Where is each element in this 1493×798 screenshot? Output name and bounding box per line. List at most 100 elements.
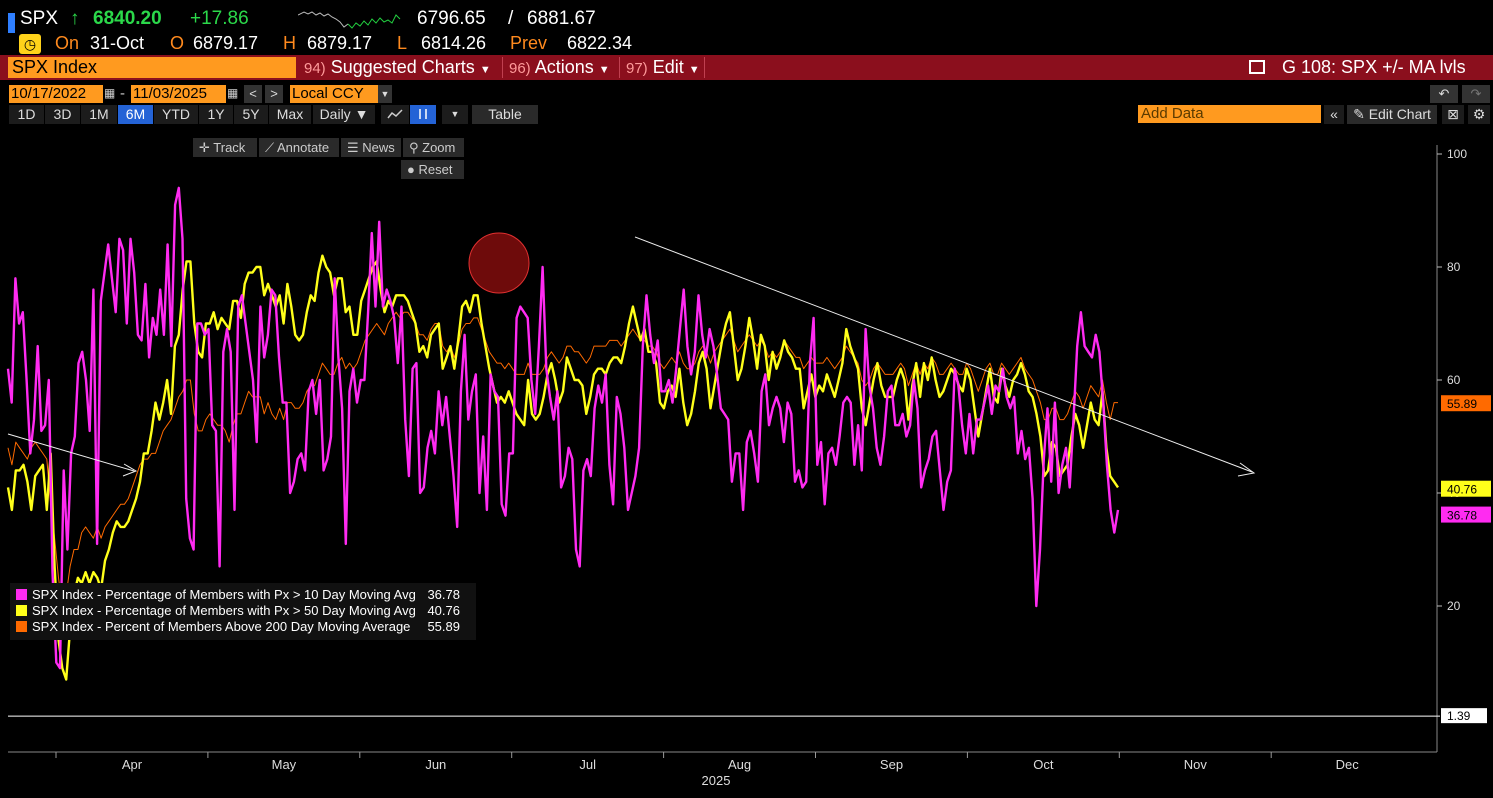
badge-200day-bg: [1441, 395, 1491, 412]
news-icon: ☰: [347, 140, 363, 155]
chevron-down-icon: ▼: [688, 64, 700, 76]
menu-divider: [502, 57, 503, 78]
security-flag-icon: [8, 13, 15, 33]
date-controls: 10/17/2022 ▦ - 11/03/2025 ▦ < > Local CC…: [0, 85, 1493, 105]
bar-chart-icon[interactable]: [410, 105, 436, 124]
edit-label: Edit: [652, 57, 684, 77]
period-1m[interactable]: 1M: [81, 105, 117, 124]
frequency-select[interactable]: Daily ▼: [313, 105, 375, 124]
actions-label: Actions: [534, 57, 594, 77]
low-value: 6814.26: [421, 33, 487, 53]
on-date: 31-Oct: [90, 33, 145, 53]
reset-tool[interactable]: ● Reset: [401, 160, 464, 179]
period-6m[interactable]: 6M: [118, 105, 153, 124]
edit-chart-button[interactable]: ✎ Edit Chart: [1347, 105, 1437, 124]
suggested-charts-label: Suggested Charts: [330, 57, 475, 77]
edit-chart-label: Edit Chart: [1368, 106, 1431, 122]
x-tick-label: Jun: [425, 757, 446, 772]
prev-period-button[interactable]: <: [244, 85, 262, 103]
open-label: O: [170, 33, 185, 53]
y-tick-label: 80: [1447, 260, 1461, 274]
reset-icon: ●: [407, 162, 419, 177]
prev-value: 6822.34: [567, 33, 633, 53]
legend-label: SPX Index - Percent of Members Above 200…: [32, 619, 411, 634]
ohlc-row: On 31-Oct O 6879.17 H 6879.17 L 6814.26 …: [0, 33, 1493, 55]
track-tool[interactable]: ✛ Track: [193, 138, 257, 157]
day-high: 6881.67: [527, 8, 596, 29]
launch-icon: [1249, 60, 1265, 74]
news-tool[interactable]: ☰ News: [341, 138, 401, 157]
add-data-input[interactable]: Add Data: [1138, 105, 1321, 123]
suggested-charts-menu[interactable]: 94) Suggested Charts ▼: [304, 57, 491, 78]
line-chart-icon[interactable]: [381, 105, 409, 124]
x-tick-label: Oct: [1033, 757, 1054, 772]
on-label: On: [55, 33, 80, 53]
legend-swatch: [16, 605, 27, 616]
chevron-down-icon[interactable]: ▼: [378, 85, 392, 103]
menu-divider: [704, 57, 705, 78]
legend-swatch: [16, 589, 27, 600]
badge-50day: 40.76: [1447, 483, 1477, 497]
pencil-icon: ✎: [1353, 106, 1365, 122]
open-value: 6879.17: [193, 33, 259, 53]
undo-icon[interactable]: ↶: [1430, 85, 1458, 103]
currency-select[interactable]: Local CCY: [290, 85, 378, 103]
calendar-icon[interactable]: ▦: [104, 86, 116, 100]
table-button[interactable]: Table: [472, 105, 538, 124]
security-input[interactable]: SPX Index: [8, 57, 296, 78]
badge-baseline-bg: [1441, 708, 1487, 724]
ticker-symbol[interactable]: SPX: [20, 8, 59, 29]
legend-value: 55.89: [427, 619, 460, 634]
zoom-tool[interactable]: ⚲ Zoom: [403, 138, 464, 157]
period-3d[interactable]: 3D: [45, 105, 80, 124]
legend-entry-200day[interactable]: SPX Index - Percent of Members Above 200…: [16, 619, 468, 635]
x-tick-label: Dec: [1336, 757, 1360, 772]
y-tick-label: 20: [1447, 599, 1461, 613]
legend-entry-10day[interactable]: SPX Index - Percentage of Members with P…: [16, 587, 468, 603]
start-date-input[interactable]: 10/17/2022: [9, 85, 103, 103]
next-period-button[interactable]: >: [265, 85, 283, 103]
calendar-icon[interactable]: ▦: [227, 86, 239, 100]
x-tick-label: Apr: [122, 757, 143, 772]
legend-label: SPX Index - Percentage of Members with P…: [32, 603, 416, 618]
x-tick-label: Sep: [880, 757, 903, 772]
chart-title-link[interactable]: G 108: SPX +/- MA lvls: [1249, 57, 1466, 78]
edit-number: 97): [626, 60, 648, 77]
menu-bar: SPX Index 94) Suggested Charts ▼ 96) Act…: [0, 55, 1493, 80]
edit-menu[interactable]: 97) Edit ▼: [626, 57, 700, 78]
chevron-down-icon[interactable]: ▼: [442, 105, 468, 124]
trend-line-left: [7, 433, 135, 472]
prev-label: Prev: [510, 33, 548, 53]
menu-divider: [619, 57, 620, 78]
legend-value: 40.76: [427, 603, 460, 618]
period-max[interactable]: Max: [269, 105, 311, 124]
series-line-0: [6, 186, 1120, 670]
clock-icon[interactable]: ◷: [19, 34, 41, 54]
chart-canvas[interactable]: 20406080100AprMayJunJulAugSepOctNovDec20…: [0, 125, 1493, 798]
legend-entry-50day[interactable]: SPX Index - Percentage of Members with P…: [16, 603, 468, 619]
date-dash: -: [120, 85, 125, 102]
low-label: L: [397, 33, 408, 53]
y-tick-label: 100: [1447, 147, 1467, 161]
x-tick-label: Jul: [579, 757, 596, 772]
arrow-head-icon: [122, 463, 138, 477]
pencil-icon: ⟋: [265, 140, 277, 155]
gear-icon[interactable]: ⚙: [1468, 105, 1490, 124]
legend-value: 36.78: [427, 587, 460, 602]
period-1d[interactable]: 1D: [9, 105, 44, 124]
end-date-input[interactable]: 11/03/2025: [131, 85, 226, 103]
ticker-row: SPX ↑ 6840.20 +17.86 6796.65 / 6881.67: [0, 5, 1493, 33]
badge-50day-bg: [1441, 480, 1491, 497]
period-1y[interactable]: 1Y: [199, 105, 233, 124]
period-ytd[interactable]: YTD: [154, 105, 198, 124]
actions-menu[interactable]: 96) Actions ▼: [509, 57, 610, 78]
collapse-icon[interactable]: «: [1324, 105, 1344, 124]
period-5y[interactable]: 5Y: [234, 105, 268, 124]
intraday-sparkline: [298, 11, 401, 29]
chart-settings-icon[interactable]: ⊠: [1442, 105, 1464, 124]
redo-icon[interactable]: ↷: [1462, 85, 1490, 103]
annotate-label: Annotate: [277, 140, 330, 155]
badge-200day: 55.89: [1447, 397, 1477, 411]
annotate-tool[interactable]: ⟋ Annotate: [259, 138, 339, 157]
trend-line-right: [634, 236, 1253, 473]
